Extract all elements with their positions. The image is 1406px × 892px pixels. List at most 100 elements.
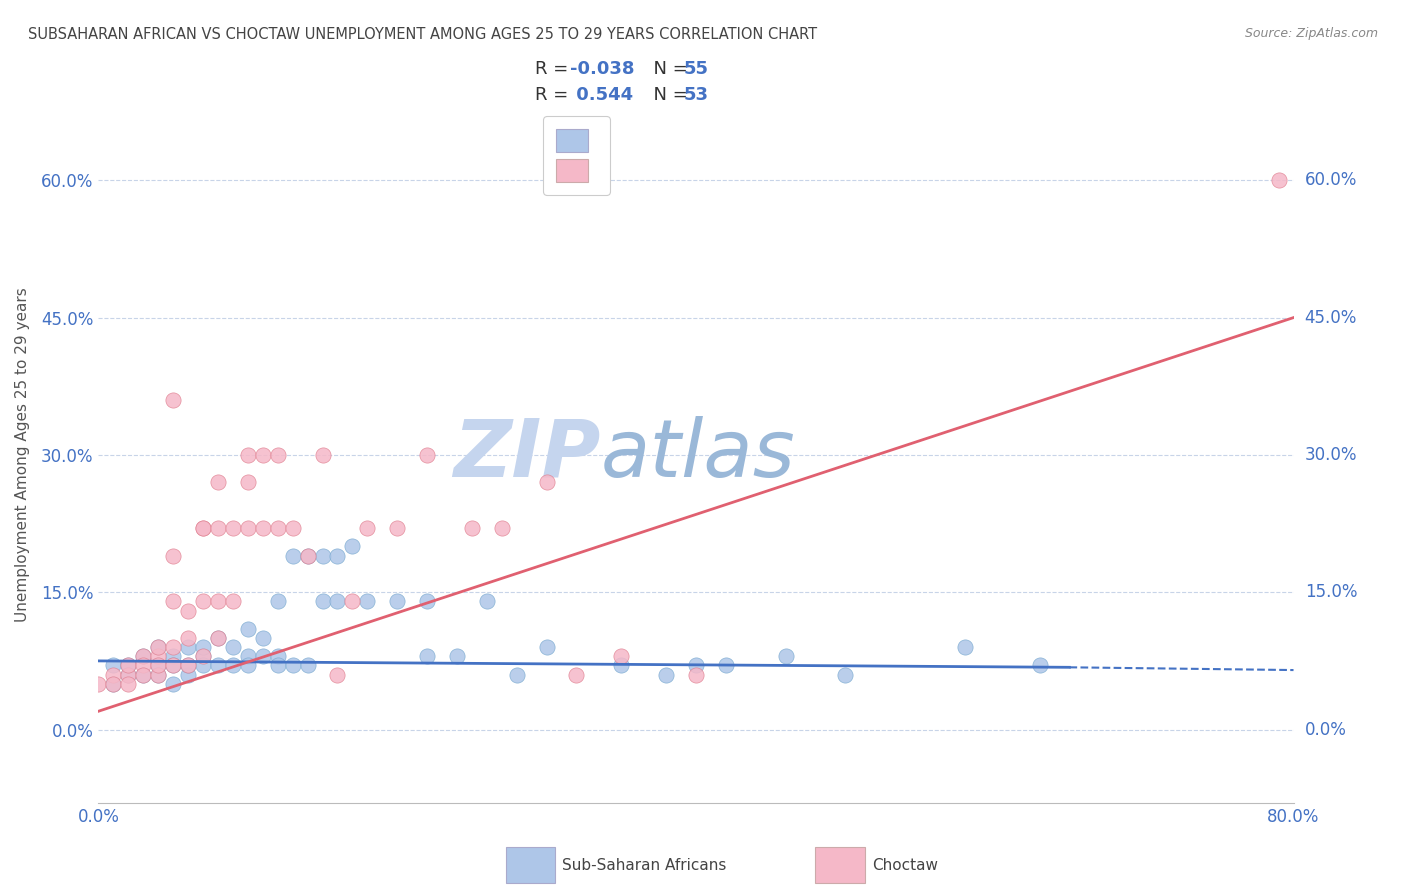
- Text: 15.0%: 15.0%: [1305, 583, 1357, 601]
- Text: 45.0%: 45.0%: [1305, 309, 1357, 326]
- Point: [103, 677, 125, 691]
- Point: [236, 649, 259, 664]
- Point: [177, 667, 200, 681]
- Point: [222, 640, 245, 655]
- Point: [148, 667, 170, 681]
- Text: R =: R =: [534, 60, 574, 78]
- Point: [461, 521, 484, 535]
- Point: [416, 448, 439, 462]
- Point: [191, 594, 214, 608]
- Point: [162, 392, 184, 407]
- Point: [117, 658, 139, 673]
- Point: [191, 521, 214, 535]
- Point: [207, 631, 229, 645]
- Point: [117, 677, 139, 691]
- Text: 0.544: 0.544: [571, 86, 634, 103]
- Point: [207, 475, 229, 490]
- Point: [207, 594, 229, 608]
- Point: [685, 667, 707, 681]
- Point: [834, 667, 856, 681]
- Point: [311, 594, 333, 608]
- Point: [191, 658, 214, 673]
- Point: [132, 649, 155, 664]
- Point: [162, 594, 184, 608]
- Text: N =: N =: [643, 60, 693, 78]
- Point: [162, 658, 184, 673]
- Point: [565, 667, 588, 681]
- Point: [103, 677, 125, 691]
- Point: [267, 594, 290, 608]
- Point: [267, 521, 290, 535]
- Point: [356, 521, 378, 535]
- Point: [148, 658, 170, 673]
- Point: [148, 667, 170, 681]
- Point: [252, 649, 274, 664]
- Point: [536, 640, 558, 655]
- Point: [207, 658, 229, 673]
- Point: [281, 549, 304, 563]
- Point: [132, 649, 155, 664]
- Text: -0.038: -0.038: [571, 60, 636, 78]
- Point: [236, 475, 259, 490]
- Point: [162, 677, 184, 691]
- Text: 60.0%: 60.0%: [1305, 171, 1357, 189]
- Point: [685, 658, 707, 673]
- Point: [177, 640, 200, 655]
- Text: 55: 55: [685, 60, 709, 78]
- Point: [385, 594, 409, 608]
- Point: [610, 658, 633, 673]
- Point: [297, 658, 319, 673]
- Point: [103, 667, 125, 681]
- Point: [117, 667, 139, 681]
- Point: [162, 649, 184, 664]
- Text: ZIP: ZIP: [453, 416, 600, 494]
- Point: [326, 667, 349, 681]
- Point: [177, 631, 200, 645]
- Point: [342, 540, 364, 554]
- Point: [177, 658, 200, 673]
- Point: [103, 658, 125, 673]
- Point: [311, 549, 333, 563]
- Text: 30.0%: 30.0%: [1305, 446, 1357, 464]
- Point: [297, 549, 319, 563]
- Point: [236, 521, 259, 535]
- Point: [236, 622, 259, 636]
- Point: [311, 448, 333, 462]
- Text: Choctaw: Choctaw: [872, 858, 938, 872]
- Point: [191, 521, 214, 535]
- Point: [162, 658, 184, 673]
- Point: [162, 549, 184, 563]
- Point: [222, 658, 245, 673]
- Point: [267, 658, 290, 673]
- Point: [953, 640, 976, 655]
- Point: [162, 640, 184, 655]
- Point: [416, 649, 439, 664]
- Point: [536, 475, 558, 490]
- Point: [281, 658, 304, 673]
- Point: [506, 667, 529, 681]
- Point: [416, 594, 439, 608]
- Point: [148, 658, 170, 673]
- Point: [132, 667, 155, 681]
- Point: [326, 594, 349, 608]
- Point: [267, 649, 290, 664]
- Point: [655, 667, 678, 681]
- Text: atlas: atlas: [600, 416, 796, 494]
- Point: [714, 658, 737, 673]
- Text: 0.0%: 0.0%: [1305, 721, 1347, 739]
- Point: [252, 631, 274, 645]
- Point: [117, 667, 139, 681]
- Point: [1267, 173, 1289, 187]
- Point: [117, 658, 139, 673]
- Legend: , : ,: [543, 116, 610, 195]
- Point: [775, 649, 797, 664]
- Point: [475, 594, 498, 608]
- Text: Source: ZipAtlas.com: Source: ZipAtlas.com: [1244, 27, 1378, 40]
- Point: [446, 649, 468, 664]
- Point: [385, 521, 409, 535]
- Point: [177, 658, 200, 673]
- Point: [207, 631, 229, 645]
- Point: [356, 594, 378, 608]
- Point: [177, 603, 200, 617]
- Point: [222, 594, 245, 608]
